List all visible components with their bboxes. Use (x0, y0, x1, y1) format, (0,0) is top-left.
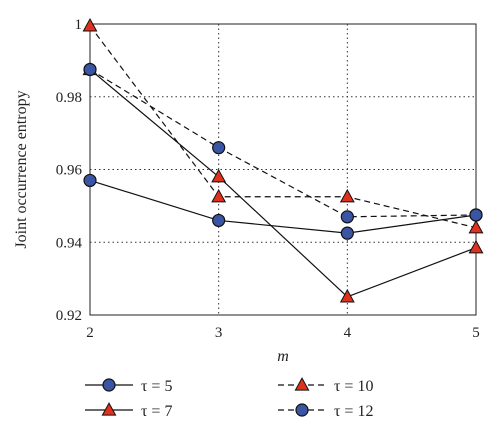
y-tick-label: 0.98 (56, 90, 82, 106)
data-point (102, 378, 116, 392)
data-point (340, 226, 354, 240)
data-point (339, 288, 355, 303)
data-point (211, 188, 227, 203)
series-5 (83, 173, 483, 240)
data-point (468, 239, 484, 254)
data-point (295, 403, 309, 417)
legend-item: τ = 12 (278, 403, 373, 420)
data-point (340, 210, 354, 224)
axis-ticks: 2 3 4 5 0.92 0.94 0.96 0.98 1 (56, 17, 480, 341)
series-group (82, 17, 484, 303)
legend-label: τ = 12 (334, 403, 373, 420)
x-tick-label: 4 (344, 325, 352, 341)
data-point (212, 213, 226, 228)
data-point (82, 17, 98, 32)
y-axis-label: Joint occurrence entropy (13, 90, 30, 248)
x-tick-label: 5 (472, 325, 480, 341)
series-line (89, 25, 477, 229)
data-point (339, 188, 355, 203)
data-point (212, 141, 226, 155)
data-point (101, 402, 117, 416)
series-line (89, 69, 477, 298)
data-point (83, 62, 97, 77)
series-line (89, 179, 477, 234)
legend-item: τ = 7 (85, 402, 172, 420)
y-tick-label: 0.92 (56, 308, 82, 324)
grid-lines (90, 24, 476, 315)
legend-label: τ = 5 (141, 378, 172, 395)
series-line (89, 68, 477, 218)
y-tick-label: 0.96 (56, 163, 83, 179)
x-axis-label: m (277, 348, 289, 365)
series-10 (82, 17, 484, 234)
legend: τ = 5 τ = 7 τ = 10 τ = 12 (85, 377, 373, 420)
legend-label: τ = 10 (334, 378, 373, 395)
x-tick-label: 2 (86, 325, 94, 341)
data-point (468, 219, 484, 234)
series-12 (83, 62, 483, 224)
legend-item: τ = 5 (85, 378, 172, 395)
legend-item: τ = 10 (278, 377, 373, 395)
y-tick-label: 0.94 (56, 235, 83, 251)
data-point (211, 168, 227, 183)
legend-label: τ = 7 (141, 403, 172, 420)
series-7 (82, 61, 484, 303)
plot-frame (89, 23, 477, 316)
y-tick-label: 1 (75, 17, 83, 33)
data-point (294, 377, 310, 391)
data-point (83, 173, 97, 188)
data-point (469, 208, 483, 222)
x-tick-label: 3 (215, 325, 223, 341)
